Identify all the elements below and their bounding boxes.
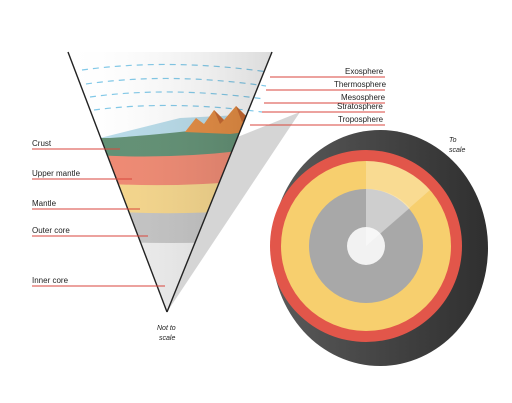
note-to-scale-line1: To — [449, 137, 457, 144]
label-outer-core: Outer core — [32, 226, 70, 235]
label-crust: Crust — [32, 139, 52, 148]
interior-labels: Crust Upper mantle Mantle Outer core Inn… — [32, 139, 165, 287]
earth-cross-section-cone — [67, 51, 300, 313]
label-upper-mantle: Upper mantle — [32, 169, 81, 178]
sphere-wedge-core — [366, 188, 410, 246]
cone-side-face — [167, 112, 300, 312]
scale-notes: Not to scale To scale — [157, 137, 465, 342]
note-not-to-scale-line2: scale — [159, 335, 175, 342]
earth-sphere-cutaway — [270, 130, 488, 366]
cone-edge-right — [166, 51, 273, 313]
label-thermosphere: Thermosphere — [334, 80, 387, 89]
note-to-scale-line2: scale — [449, 147, 465, 154]
atmosphere-labels: Exosphere Thermosphere Mesosphere Strato… — [250, 67, 387, 126]
label-troposphere: Troposphere — [338, 115, 384, 124]
sphere-wedge-cut — [366, 160, 430, 246]
cone-edge-left — [67, 51, 168, 313]
sphere-inner-core — [347, 227, 385, 265]
label-mantle: Mantle — [32, 199, 57, 208]
note-not-to-scale-line1: Not to — [157, 325, 176, 332]
label-inner-core: Inner core — [32, 276, 69, 285]
label-stratosphere: Stratosphere — [337, 102, 383, 111]
label-exosphere: Exosphere — [345, 67, 384, 76]
label-mesosphere: Mesosphere — [341, 93, 386, 102]
